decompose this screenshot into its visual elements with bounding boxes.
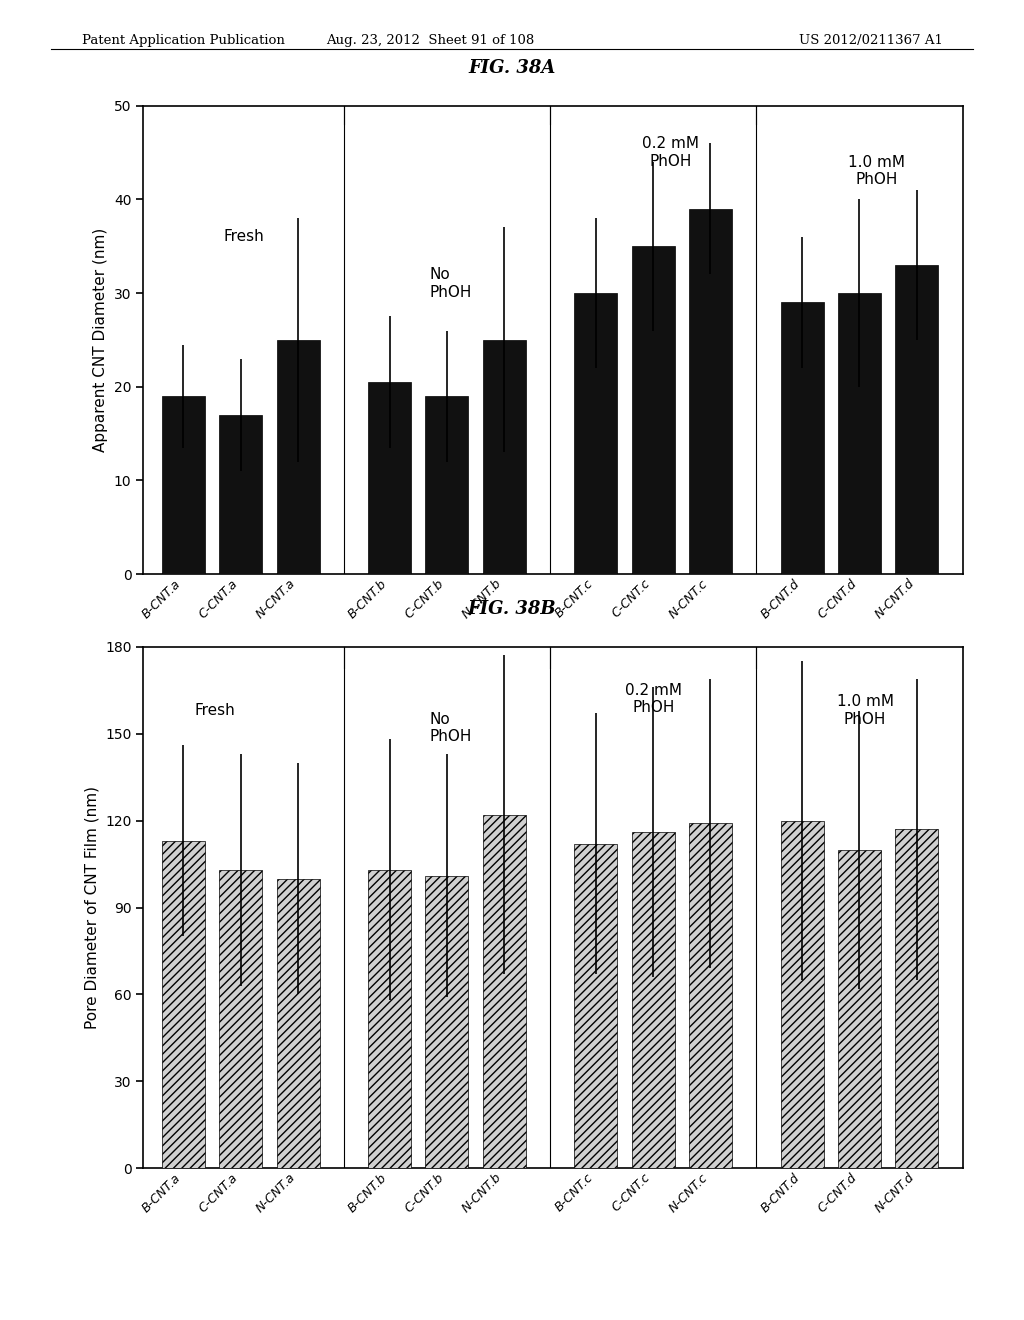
Bar [426,396,468,574]
Bar [219,414,262,574]
Y-axis label: Pore Diameter of CNT Film (nm): Pore Diameter of CNT Film (nm) [85,785,99,1030]
Bar [162,396,205,574]
Text: FIG. 38A: FIG. 38A [468,58,556,77]
Text: 1.0 mM
PhOH: 1.0 mM PhOH [837,694,894,727]
Text: 1.0 mM
PhOH: 1.0 mM PhOH [848,154,905,187]
Bar [574,293,617,574]
Bar [426,875,468,1168]
Text: 0.2 mM
PhOH: 0.2 mM PhOH [642,136,699,169]
Bar [369,381,412,574]
Bar [219,870,262,1168]
Text: FIG. 38B: FIG. 38B [468,599,556,618]
Bar [780,821,823,1168]
Bar [895,265,938,574]
Bar [574,843,617,1168]
Bar [482,341,525,574]
Bar [838,293,881,574]
Bar [689,209,732,574]
Text: 0.2 mM
PhOH: 0.2 mM PhOH [625,682,682,715]
Bar [895,829,938,1168]
Text: Fresh: Fresh [223,230,264,244]
Text: Fresh: Fresh [195,704,236,718]
Text: No
PhOH: No PhOH [430,711,472,744]
Bar [632,832,675,1168]
Bar [689,824,732,1168]
Text: No
PhOH: No PhOH [430,268,472,300]
Text: Aug. 23, 2012  Sheet 91 of 108: Aug. 23, 2012 Sheet 91 of 108 [326,34,535,48]
Y-axis label: Apparent CNT Diameter (nm): Apparent CNT Diameter (nm) [93,228,109,451]
Text: Patent Application Publication: Patent Application Publication [82,34,285,48]
Bar [632,246,675,574]
Bar [276,341,319,574]
Bar [780,302,823,574]
Bar [838,850,881,1168]
Bar [369,870,412,1168]
Bar [482,814,525,1168]
Bar [276,879,319,1168]
Bar [162,841,205,1168]
Text: US 2012/0211367 A1: US 2012/0211367 A1 [799,34,943,48]
